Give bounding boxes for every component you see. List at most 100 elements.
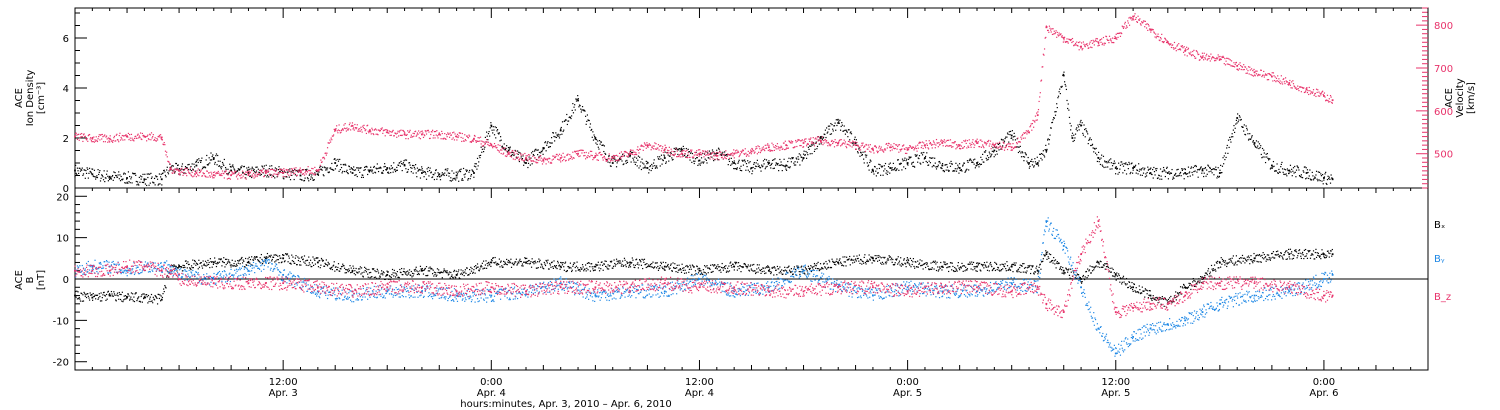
velocity-sample bbox=[897, 145, 899, 148]
density-sample bbox=[1113, 163, 1115, 165]
velocity-sample bbox=[91, 141, 93, 143]
bottom-panel-data bbox=[74, 216, 1334, 357]
density-sample bbox=[1122, 165, 1125, 167]
velocity-sample bbox=[454, 133, 456, 135]
density-sample bbox=[804, 154, 806, 156]
density-sample bbox=[360, 167, 362, 169]
density-sample bbox=[1208, 171, 1210, 173]
density-sample bbox=[266, 174, 269, 176]
density-sample bbox=[292, 170, 295, 172]
velocity-sample bbox=[696, 154, 698, 156]
velocity-sample bbox=[1163, 40, 1165, 43]
velocity-sample bbox=[446, 136, 448, 138]
velocity-sample bbox=[592, 157, 595, 159]
velocity-sample bbox=[1243, 68, 1245, 71]
velocity-sample bbox=[988, 139, 990, 142]
velocity-sample bbox=[1223, 56, 1225, 59]
velocity-sample bbox=[1041, 66, 1043, 68]
density-sample bbox=[709, 153, 711, 155]
velocity-sample bbox=[109, 141, 111, 143]
velocity-sample bbox=[1090, 46, 1092, 48]
density-sample bbox=[1023, 156, 1026, 158]
density-sample bbox=[856, 151, 859, 153]
velocity-sample bbox=[861, 142, 863, 144]
velocity-sample bbox=[582, 149, 584, 152]
density-point bbox=[1132, 167, 1135, 169]
velocity-sample bbox=[875, 145, 877, 148]
y-tick-label-density: 6 bbox=[63, 34, 69, 45]
velocity-sample bbox=[574, 150, 576, 152]
density-sample bbox=[166, 166, 168, 168]
density-sample bbox=[1011, 137, 1013, 139]
velocity-sample bbox=[1137, 15, 1139, 17]
velocity-sample bbox=[1324, 96, 1326, 98]
velocity-sample bbox=[1117, 36, 1119, 39]
velocity-sample bbox=[263, 176, 265, 178]
velocity-sample bbox=[647, 146, 649, 148]
velocity-sample bbox=[686, 157, 689, 159]
density-sample bbox=[807, 146, 809, 148]
velocity-sample bbox=[407, 138, 409, 140]
density-sample bbox=[664, 151, 666, 153]
velocity-sample bbox=[306, 171, 309, 173]
velocity-sample bbox=[864, 145, 866, 147]
velocity-sample bbox=[1010, 149, 1012, 151]
density-sample bbox=[605, 158, 607, 161]
density-sample bbox=[181, 163, 184, 165]
density-sample bbox=[1250, 136, 1253, 138]
density-sample bbox=[455, 179, 457, 181]
velocity-sample bbox=[759, 151, 762, 154]
velocity-sample bbox=[741, 150, 743, 152]
velocity-sample bbox=[665, 146, 667, 149]
density-sample bbox=[291, 174, 293, 177]
density-sample bbox=[873, 165, 876, 168]
density-sample bbox=[112, 179, 114, 181]
density-sample bbox=[118, 171, 120, 173]
density-sample bbox=[481, 148, 483, 150]
density-sample bbox=[93, 169, 96, 171]
density-sample bbox=[687, 148, 689, 150]
density-sample bbox=[736, 167, 738, 169]
velocity-sample bbox=[892, 145, 894, 147]
velocity-sample bbox=[797, 138, 799, 141]
velocity-sample bbox=[889, 150, 891, 152]
velocity-sample bbox=[156, 137, 158, 140]
velocity-sample bbox=[218, 172, 220, 174]
velocity-sample bbox=[81, 136, 83, 138]
velocity-sample bbox=[294, 172, 296, 174]
velocity-sample bbox=[1157, 33, 1159, 35]
density-sample bbox=[785, 168, 787, 170]
velocity-sample bbox=[517, 156, 519, 158]
velocity-sample bbox=[529, 154, 531, 156]
density-sample bbox=[500, 139, 502, 141]
density-sample bbox=[736, 168, 738, 171]
density-sample bbox=[126, 178, 128, 180]
velocity-sample bbox=[115, 134, 117, 136]
density-sample bbox=[1230, 136, 1233, 138]
density-sample bbox=[283, 178, 285, 180]
velocity-sample bbox=[965, 142, 967, 144]
density-sample bbox=[434, 172, 436, 174]
density-sample bbox=[326, 169, 328, 171]
velocity-sample bbox=[861, 144, 864, 146]
density-sample bbox=[1047, 138, 1049, 140]
density-sample bbox=[155, 176, 157, 178]
velocity-sample bbox=[1287, 83, 1289, 86]
velocity-sample bbox=[442, 138, 445, 140]
velocity-sample bbox=[1289, 79, 1291, 82]
density-sample bbox=[784, 166, 786, 168]
velocity-sample bbox=[465, 139, 467, 142]
density-sample bbox=[1254, 145, 1256, 148]
density-sample bbox=[453, 178, 456, 180]
velocity-sample bbox=[1290, 87, 1292, 89]
density-sample bbox=[748, 162, 750, 164]
density-sample bbox=[1074, 133, 1077, 135]
velocity-sample bbox=[1149, 29, 1151, 31]
density-sample bbox=[707, 157, 709, 159]
density-sample bbox=[1329, 182, 1332, 184]
density-sample bbox=[183, 169, 185, 171]
velocity-sample bbox=[570, 155, 572, 157]
density-sample bbox=[289, 168, 291, 170]
density-sample bbox=[601, 144, 603, 146]
velocity-point bbox=[490, 144, 493, 147]
